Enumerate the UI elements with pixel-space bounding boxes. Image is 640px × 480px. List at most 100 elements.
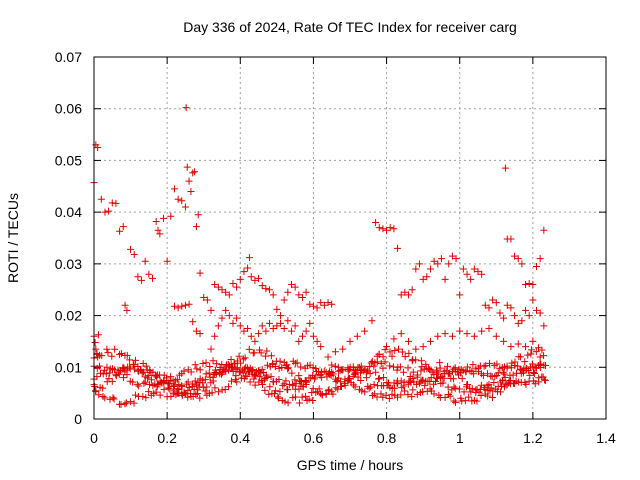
data-point (426, 265, 434, 273)
y-tick-labels: 0 0.01 0.02 0.03 0.04 0.05 0.06 0.07 (55, 49, 82, 427)
data-point (317, 299, 325, 307)
data-point (135, 382, 143, 390)
data-point (229, 368, 237, 376)
data-point (108, 365, 116, 373)
data-point (141, 378, 149, 386)
data-point (331, 362, 339, 370)
data-point (314, 368, 322, 376)
data-point (110, 395, 118, 403)
data-point (208, 389, 216, 397)
data-point (94, 353, 102, 361)
data-point (339, 345, 347, 353)
data-point (339, 366, 347, 374)
data-point (518, 260, 526, 268)
data-point (368, 317, 376, 325)
data-point (237, 374, 245, 382)
data-point (525, 367, 533, 375)
data-point (496, 309, 504, 317)
data-point (313, 337, 321, 345)
data-point (372, 368, 380, 376)
data-point (473, 397, 481, 405)
data-point (92, 387, 100, 395)
data-point (514, 255, 522, 263)
data-point (211, 384, 219, 392)
data-point (120, 364, 128, 372)
data-point (461, 397, 469, 405)
data-point (266, 286, 274, 294)
data-point (400, 368, 408, 376)
data-point (327, 372, 335, 380)
data-point (211, 366, 219, 374)
data-point (152, 217, 160, 225)
data-point (218, 314, 226, 322)
data-point (279, 382, 287, 390)
data-point (524, 351, 532, 359)
data-point (180, 388, 188, 396)
data-point (451, 398, 459, 406)
data-point (476, 385, 484, 393)
data-point (269, 325, 277, 332)
data-point (346, 337, 354, 345)
data-point (508, 359, 516, 367)
data-point (305, 395, 313, 403)
data-point (201, 376, 209, 384)
data-point (214, 322, 222, 330)
data-point (412, 345, 420, 353)
data-point (460, 388, 468, 396)
data-point (291, 283, 299, 291)
x-tick-labels: 0 0.2 0.4 0.6 0.8 1 1.2 1.4 (90, 430, 616, 446)
x-tick-label: 0.6 (304, 430, 324, 446)
data-point (317, 343, 325, 351)
data-point (173, 385, 181, 393)
data-point (464, 380, 472, 388)
data-point (276, 388, 284, 396)
data-point (309, 332, 317, 340)
data-point (250, 375, 258, 383)
data-point (412, 265, 420, 273)
data-point (311, 375, 319, 383)
data-point (192, 223, 200, 231)
data-point (127, 245, 135, 253)
data-point (233, 378, 241, 386)
data-point (434, 375, 442, 383)
data-point (270, 378, 278, 386)
data-point (470, 370, 478, 378)
data-point (405, 349, 413, 357)
data-point (377, 360, 385, 368)
data-point (320, 301, 328, 309)
data-point (205, 369, 213, 377)
data-point (401, 387, 409, 395)
data-point (258, 322, 266, 330)
data-point (417, 367, 425, 375)
data-point (181, 203, 189, 211)
data-point (278, 364, 286, 372)
data-point (104, 349, 112, 357)
data-point (164, 384, 172, 392)
data-point (194, 211, 202, 219)
data-point (175, 385, 183, 393)
data-point (185, 177, 193, 185)
data-point (156, 230, 164, 238)
data-point (126, 356, 134, 364)
data-point (218, 386, 226, 394)
data-point (178, 197, 186, 205)
data-point (496, 388, 504, 396)
data-point (313, 388, 321, 396)
data-point (372, 218, 380, 226)
data-point (512, 377, 520, 385)
data-point (284, 399, 292, 407)
data-point (492, 299, 500, 307)
data-point (233, 314, 241, 322)
data-point (183, 163, 191, 171)
data-point (532, 348, 540, 356)
data-point (172, 391, 180, 399)
data-point (302, 288, 310, 296)
data-point (259, 380, 267, 388)
data-point (466, 367, 474, 375)
data-point (485, 380, 493, 388)
data-point (468, 385, 476, 393)
data-point (230, 359, 238, 367)
data-point (95, 391, 103, 399)
data-point (487, 384, 495, 392)
